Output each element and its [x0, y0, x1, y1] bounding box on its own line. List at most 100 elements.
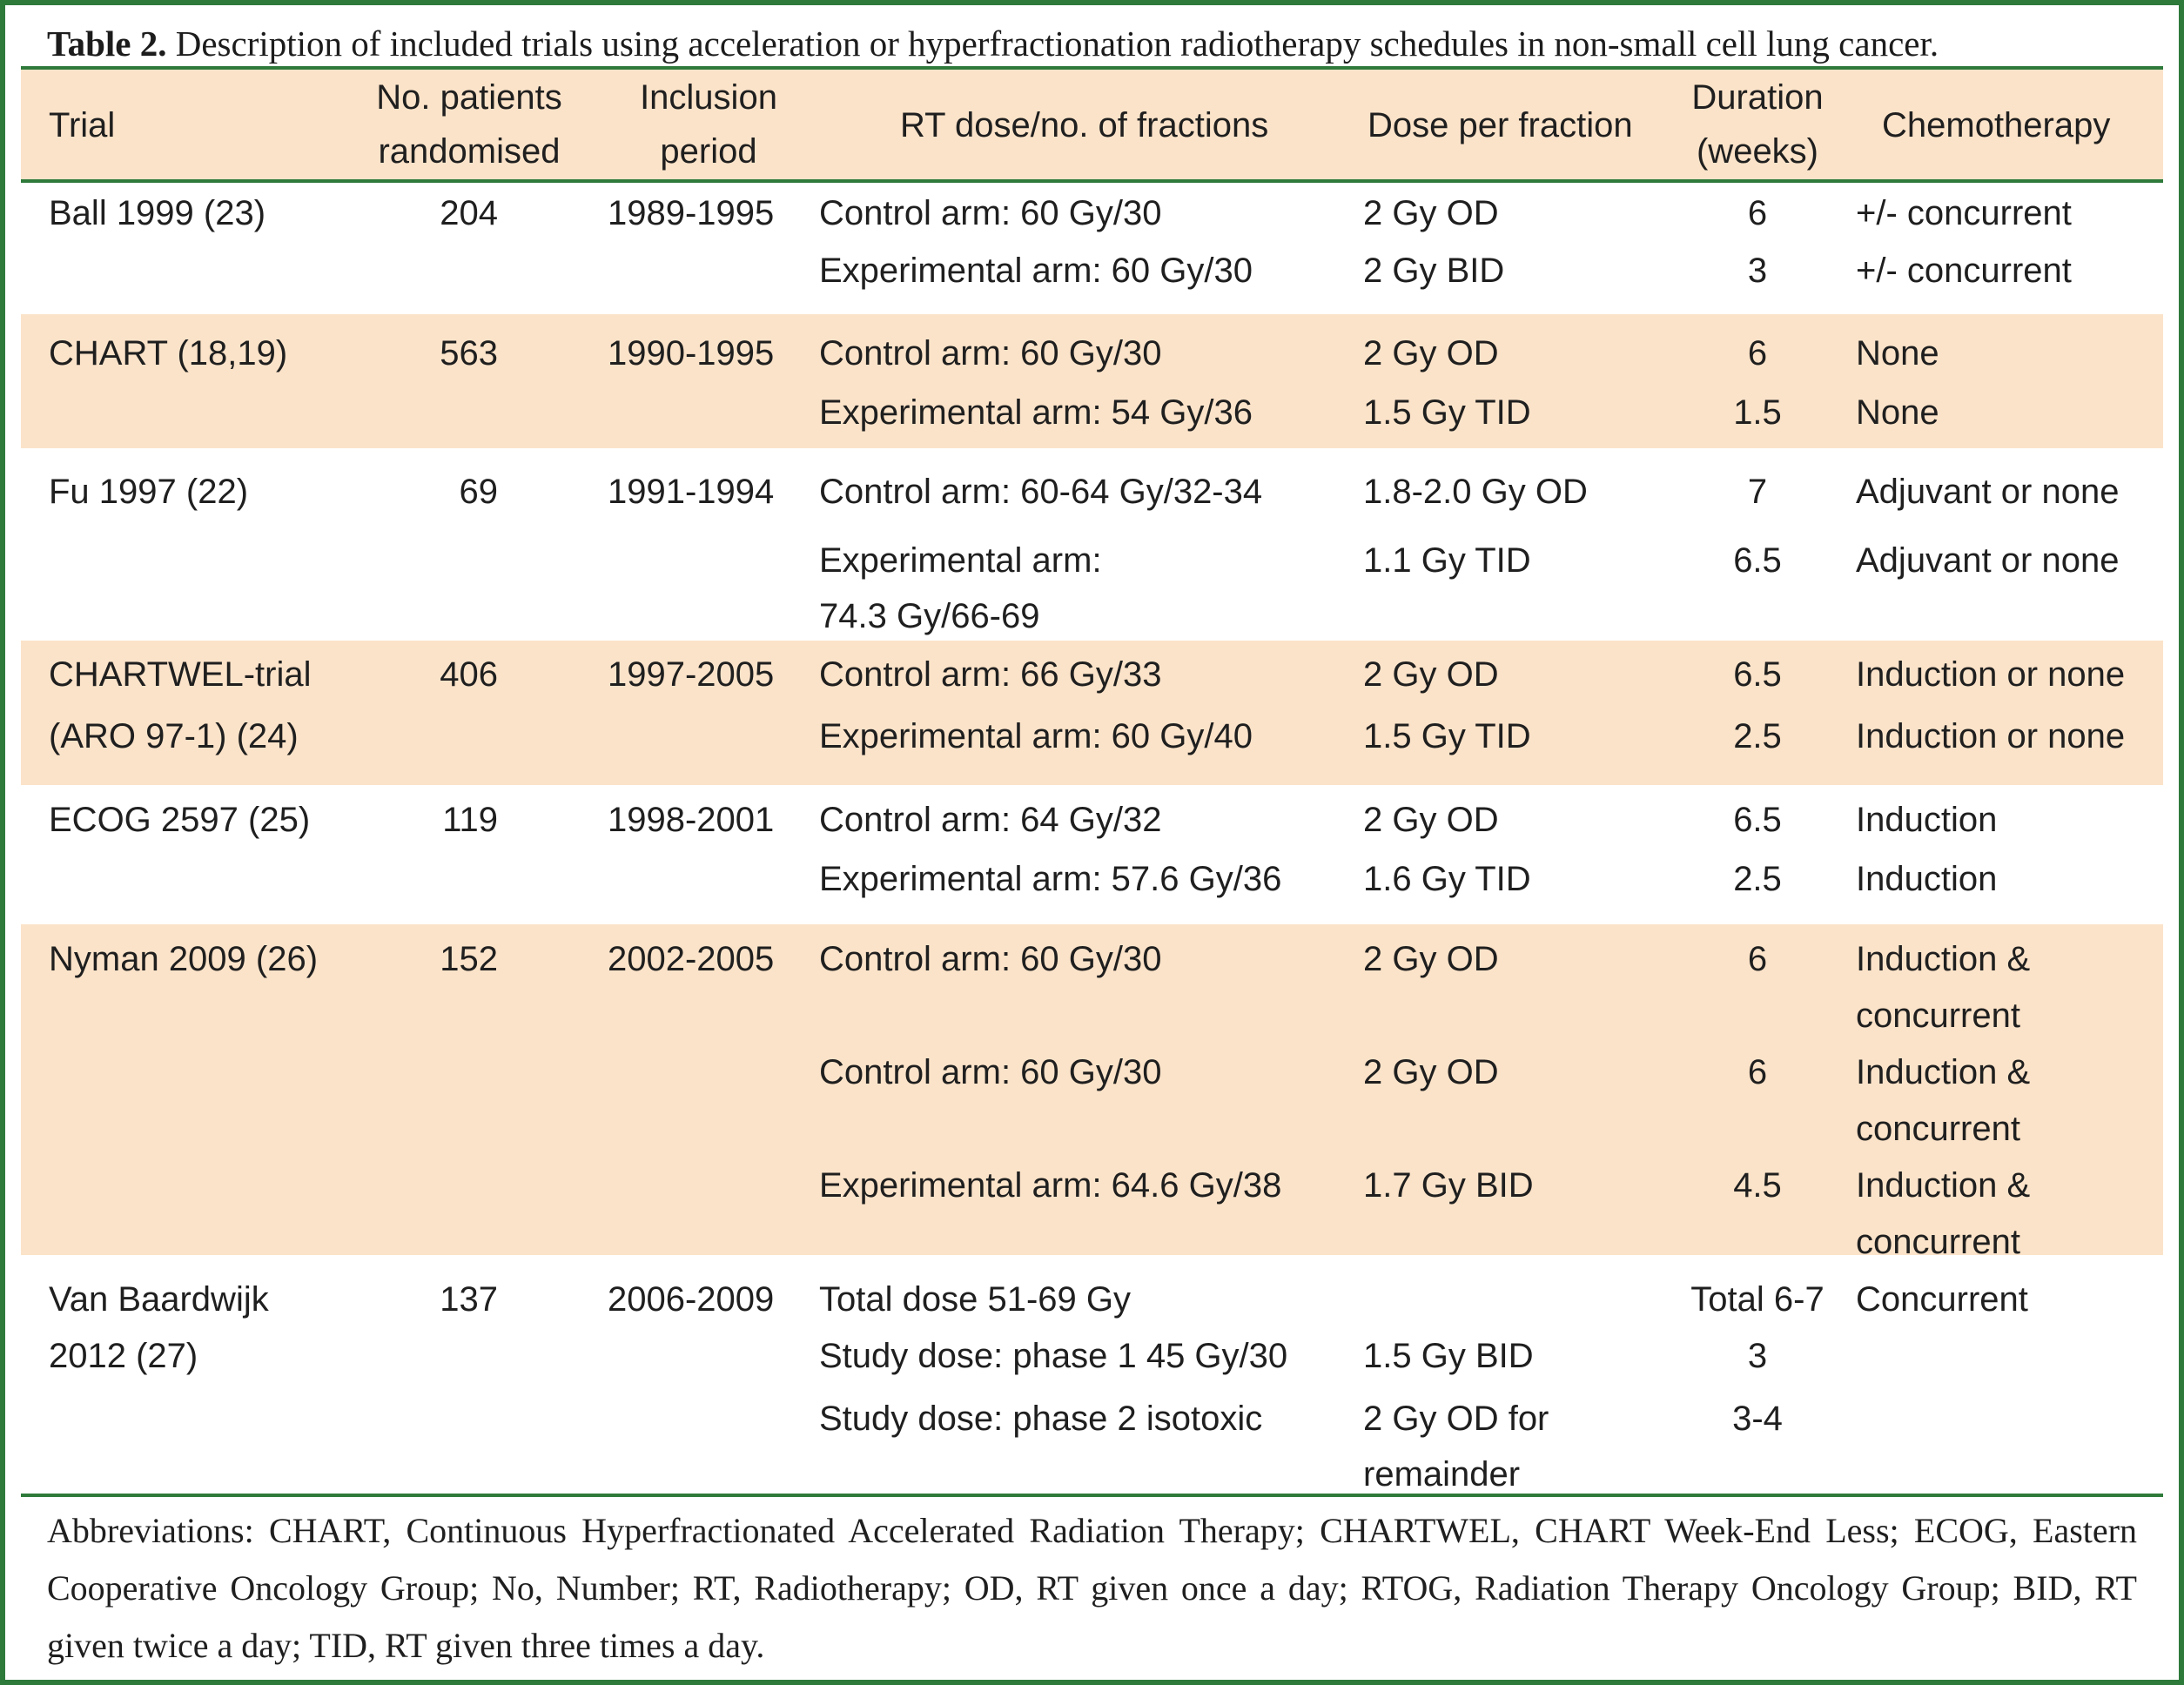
row-band-chart — [21, 314, 2163, 448]
trial-name: CHARTWEL-trial — [49, 655, 312, 694]
trial-name: Van Baardwijk — [49, 1280, 269, 1319]
chemotherapy: Concurrent — [1856, 1280, 2028, 1319]
rt-dose: Control arm: 60 Gy/30 — [819, 940, 1162, 978]
dose-per-fraction: 1.5 Gy TID — [1363, 393, 1531, 432]
chemotherapy: Adjuvant or none — [1856, 473, 2120, 511]
duration: 2.5 — [1733, 860, 1782, 898]
duration: 6.5 — [1733, 541, 1782, 580]
table-caption-label: Table 2. — [47, 23, 167, 64]
chemotherapy: Induction or none — [1856, 717, 2126, 755]
trial-name: Nyman 2009 (26) — [49, 940, 319, 978]
chemotherapy: Induction & — [1856, 1166, 2031, 1205]
rt-dose: 74.3 Gy/66-69 — [819, 597, 1040, 635]
dose-per-fraction: 2 Gy OD — [1363, 801, 1499, 839]
rt-dose: Experimental arm: 60 Gy/40 — [819, 717, 1253, 755]
rt-dose: Experimental arm: 54 Gy/36 — [819, 393, 1253, 432]
duration: 1.5 — [1733, 393, 1782, 432]
header-duration-line2: (weeks) — [1696, 132, 1819, 171]
inclusion-period: 1991-1994 — [608, 473, 775, 511]
patients-count: 406 — [440, 655, 498, 694]
patients-count: 152 — [440, 940, 498, 978]
duration: Total 6-7 — [1690, 1280, 1824, 1319]
duration: 7 — [1747, 473, 1768, 511]
dose-per-fraction: 1.5 Gy TID — [1363, 717, 1531, 755]
rt-dose: Control arm: 60 Gy/30 — [819, 334, 1162, 373]
chemotherapy: concurrent — [1856, 997, 2020, 1035]
rt-dose: Control arm: 64 Gy/32 — [819, 801, 1162, 839]
rt-dose: Control arm: 66 Gy/33 — [819, 655, 1162, 694]
chemotherapy: Adjuvant or none — [1856, 541, 2120, 580]
rt-dose: Experimental arm: 60 Gy/30 — [819, 252, 1253, 290]
patients-count: 69 — [459, 473, 499, 511]
header-inclusion-line1: Inclusion — [640, 78, 777, 117]
dose-per-fraction: 1.8-2.0 Gy OD — [1363, 473, 1588, 511]
duration: 6 — [1747, 1053, 1768, 1091]
duration: 2.5 — [1733, 717, 1782, 755]
row-band-nyman — [21, 924, 2163, 1255]
chemotherapy: Induction or none — [1856, 655, 2126, 694]
patients-count: 204 — [440, 194, 498, 232]
dose-per-fraction: 2 Gy BID — [1363, 252, 1505, 290]
dose-per-fraction: 2 Gy OD — [1363, 334, 1499, 373]
row-band-chartwel — [21, 641, 2163, 785]
duration: 6.5 — [1733, 801, 1782, 839]
chemotherapy: None — [1856, 393, 1939, 432]
header-dose-per-fraction: Dose per fraction — [1368, 106, 1633, 144]
trial-name: Ball 1999 (23) — [49, 194, 266, 232]
duration: 6.5 — [1733, 655, 1782, 694]
header-patients-line2: randomised — [378, 132, 561, 171]
dose-per-fraction: 1.6 Gy TID — [1363, 860, 1531, 898]
duration: 6 — [1747, 334, 1768, 373]
header-trial: Trial — [49, 106, 116, 144]
patients-count: 563 — [440, 334, 498, 373]
patients-count: 119 — [442, 801, 498, 839]
rt-dose: Control arm: 60 Gy/30 — [819, 194, 1162, 232]
patients-count: 137 — [440, 1280, 498, 1319]
bottom-rule — [21, 1494, 2163, 1497]
rt-dose: Experimental arm: 64.6 Gy/38 — [819, 1166, 1282, 1205]
table-caption-text: Description of included trials using acc… — [166, 23, 1939, 64]
rt-dose: Control arm: 60 Gy/30 — [819, 1053, 1162, 1091]
abbreviations-footnote: Abbreviations: CHART, Continuous Hyperfr… — [47, 1511, 2137, 1665]
rt-dose: Experimental arm: 57.6 Gy/36 — [819, 860, 1282, 898]
dose-per-fraction: 2 Gy OD — [1363, 655, 1499, 694]
table-caption: Table 2. Description of included trials … — [47, 16, 2153, 71]
duration: 3 — [1747, 1337, 1768, 1375]
dose-per-fraction: 2 Gy OD — [1363, 194, 1499, 232]
rt-dose: Control arm: 60-64 Gy/32-34 — [819, 473, 1263, 511]
header-inclusion-line2: period — [660, 132, 757, 171]
header-rule — [21, 179, 2163, 183]
rt-dose: Experimental arm: — [819, 541, 1102, 580]
duration: 3-4 — [1732, 1400, 1783, 1438]
duration: 4.5 — [1733, 1166, 1782, 1205]
dose-per-fraction: remainder — [1363, 1455, 1521, 1494]
header-duration-line1: Duration — [1691, 78, 1824, 117]
inclusion-period: 1989-1995 — [608, 194, 775, 232]
inclusion-period: 1990-1995 — [608, 334, 775, 373]
dose-per-fraction: 1.5 Gy BID — [1363, 1337, 1534, 1375]
dose-per-fraction: 2 Gy OD — [1363, 940, 1499, 978]
inclusion-period: 2006-2009 — [608, 1280, 775, 1319]
chemotherapy: Induction & — [1856, 940, 2031, 978]
chemotherapy: Induction — [1856, 801, 1998, 839]
inclusion-period: 2002-2005 — [608, 940, 775, 978]
chemotherapy: Induction & — [1856, 1053, 2031, 1091]
chemotherapy: None — [1856, 334, 1939, 373]
trial-name: Fu 1997 (22) — [49, 473, 249, 511]
chemotherapy: Induction — [1856, 860, 1998, 898]
dose-per-fraction: 1.7 Gy BID — [1363, 1166, 1534, 1205]
duration: 6 — [1747, 940, 1768, 978]
header-chemotherapy: Chemotherapy — [1882, 106, 2111, 144]
rt-dose: Study dose: phase 1 45 Gy/30 — [819, 1337, 1288, 1375]
dose-per-fraction: 2 Gy OD — [1363, 1053, 1499, 1091]
chemotherapy: +/- concurrent — [1856, 194, 2072, 232]
top-rule — [21, 66, 2163, 70]
trial-name: CHART (18,19) — [49, 334, 288, 373]
dose-per-fraction: 1.1 Gy TID — [1363, 541, 1531, 580]
chemotherapy: +/- concurrent — [1856, 252, 2072, 290]
data-table: Trial No. patients randomised Inclusion … — [21, 66, 2163, 1497]
header-band — [21, 66, 2163, 179]
header-patients-line1: No. patients — [376, 78, 562, 117]
trial-name: ECOG 2597 (25) — [49, 801, 311, 839]
